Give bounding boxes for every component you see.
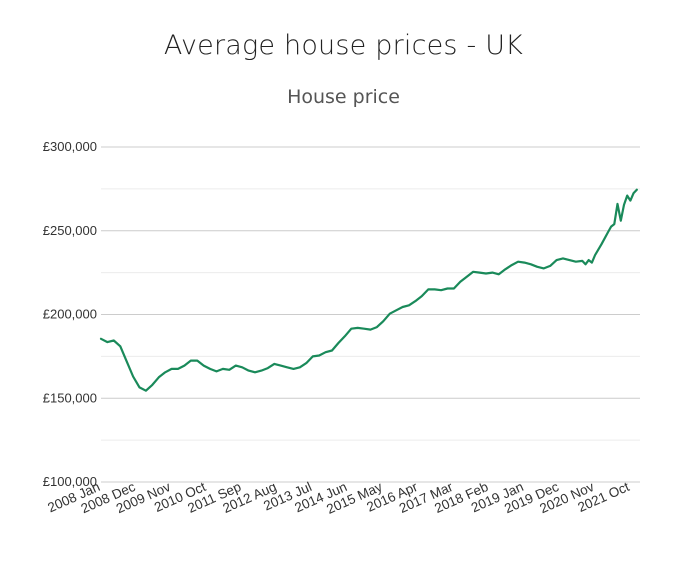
chart-subtitle: House price [287, 86, 400, 108]
y-tick-label: £100,000 [43, 474, 97, 489]
y-tick-label: £200,000 [43, 307, 97, 322]
series-line [99, 188, 638, 392]
y-tick-label: £300,000 [43, 139, 97, 154]
chart-title: Average house prices - UK [163, 30, 524, 61]
y-tick-label: £150,000 [43, 390, 97, 405]
y-tick-label: £250,000 [43, 223, 97, 238]
